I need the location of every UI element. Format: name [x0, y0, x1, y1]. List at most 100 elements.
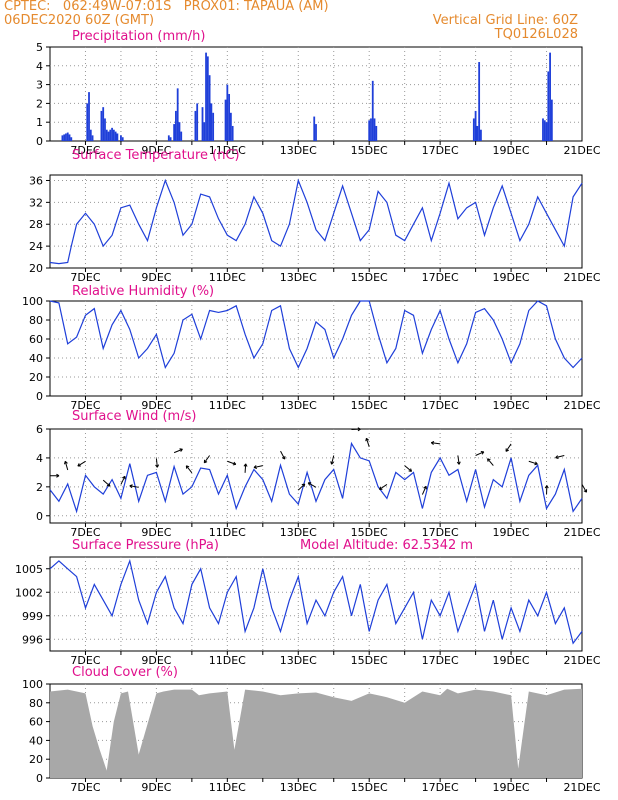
precip-bar	[104, 118, 106, 141]
precip-bar	[107, 131, 110, 141]
x-tick-label: 19DEC	[493, 526, 530, 539]
y-tick-label: 999	[22, 610, 43, 623]
precip-bar	[478, 62, 481, 141]
y-tick-label: 36	[29, 174, 43, 187]
wind-arrow-head	[357, 427, 361, 432]
wind-arrow	[487, 458, 494, 466]
wind-arrow	[64, 461, 69, 471]
precip-bar	[176, 88, 179, 141]
wind-arrow-head	[122, 475, 126, 480]
precip-bar	[212, 112, 215, 141]
panel-title: Precipitation (mm/h)	[72, 29, 205, 44]
y-tick-label: 4	[36, 60, 43, 73]
y-tick-label: 4	[36, 452, 43, 465]
y-tick-label: 5	[36, 41, 43, 54]
y-tick-label: 32	[29, 196, 43, 209]
precip-bar	[66, 132, 69, 141]
x-tick-label: 11DEC	[209, 781, 246, 794]
precip-bar	[224, 99, 227, 141]
wind-arrow-head	[253, 465, 257, 469]
precip-bar	[102, 107, 105, 141]
precip-bar	[173, 124, 176, 141]
precip-bar	[472, 118, 475, 141]
wind-arrow	[280, 450, 286, 460]
precip-bar	[178, 122, 181, 141]
precip-bar	[180, 131, 183, 141]
y-tick-label: 3	[36, 79, 43, 92]
precip-bar	[210, 103, 213, 141]
x-tick-label: 13DEC	[280, 144, 317, 157]
precip-bar	[371, 80, 374, 141]
wind-arrow-head	[480, 450, 485, 455]
precip-bar	[206, 56, 209, 141]
plot-frame	[49, 428, 583, 524]
precip-bar	[116, 133, 119, 141]
precip-bar	[112, 129, 115, 141]
wind-arrow-head	[534, 461, 538, 466]
panel-title: Cloud Cover (%)	[72, 665, 178, 680]
precip-bar	[167, 135, 170, 141]
panel-5: Cloud Cover (%) 7DEC 9DEC 11DEC 13DEC 15DEC 17…	[22, 665, 601, 794]
precip-bar	[226, 84, 229, 141]
precip-bar	[370, 118, 372, 141]
wind-arrow	[244, 463, 247, 473]
precip-bar	[68, 134, 71, 141]
plot-frame	[49, 556, 583, 652]
wind-arrow-head	[544, 485, 549, 489]
y-tick-label: 1005	[15, 563, 43, 576]
wind-arrow	[331, 455, 335, 465]
precip-bar	[70, 137, 73, 141]
wind-arrow	[528, 460, 538, 465]
y-tick-label: 100	[22, 295, 43, 308]
wind-arrow	[77, 460, 86, 467]
precip-bar	[169, 137, 172, 141]
precip-bar	[63, 134, 66, 141]
wind-arrow	[185, 465, 193, 474]
cloud-area	[50, 688, 582, 778]
header-grid-note: Vertical Grid Line: 60Z	[432, 13, 578, 28]
y-tick-label: 0	[36, 772, 43, 785]
x-tick-label: 9DEC	[141, 144, 171, 157]
panel-title: Surface Pressure (hPa)	[72, 538, 219, 553]
x-tick-label: 19DEC	[493, 144, 530, 157]
plot-frame	[49, 300, 583, 397]
x-tick-label: 11DEC	[209, 526, 246, 539]
panel-3: Surface Wind (m/s) 7DEC 9DEC 11DEC 13DEC 15DE…	[36, 409, 601, 539]
wind-arrow	[404, 465, 412, 472]
wind-arrow-head	[281, 456, 286, 460]
header-model-id: TQ0126L028	[494, 27, 578, 42]
wind-arrow	[227, 460, 236, 465]
y-tick-label: 80	[29, 697, 43, 710]
precip-bar	[105, 129, 108, 141]
x-tick-label: 13DEC	[280, 399, 317, 412]
wind-arrow-head	[77, 463, 81, 467]
precip-bar	[175, 110, 177, 141]
y-tick-label: 100	[22, 678, 43, 691]
x-tick-label: 17DEC	[422, 144, 459, 157]
precip-bar	[549, 52, 551, 141]
wind-arrow-head	[56, 473, 60, 478]
panel-2: Relative Humidity (%) 7DEC 9DEC 11DEC 13DEC 1…	[22, 284, 601, 412]
precip-bar	[313, 116, 316, 141]
precip-bar	[88, 92, 90, 141]
x-tick-label: 9DEC	[141, 781, 171, 794]
precip-bar	[480, 129, 482, 141]
x-tick-label: 13DEC	[280, 654, 317, 667]
wind-arrow	[307, 482, 317, 488]
x-tick-label: 9DEC	[141, 526, 171, 539]
panel-4: Surface Pressure (hPa) Model Altitude: 62…	[15, 538, 601, 667]
wind-arrow-head	[203, 459, 208, 464]
precip-bar	[61, 135, 64, 141]
precip-bar	[476, 125, 479, 141]
precip-bar	[547, 71, 550, 141]
wind-arrow	[120, 476, 126, 485]
y-tick-label: 2	[36, 97, 43, 110]
precip-bar	[120, 135, 122, 141]
wind-arrow	[457, 455, 460, 465]
x-tick-label: 11DEC	[209, 399, 246, 412]
precip-bar	[474, 110, 477, 141]
panel-title: Surface Wind (m/s)	[72, 409, 196, 424]
precip-bar	[545, 122, 548, 141]
model-altitude: Model Altitude: 62.5342 m	[300, 538, 473, 553]
